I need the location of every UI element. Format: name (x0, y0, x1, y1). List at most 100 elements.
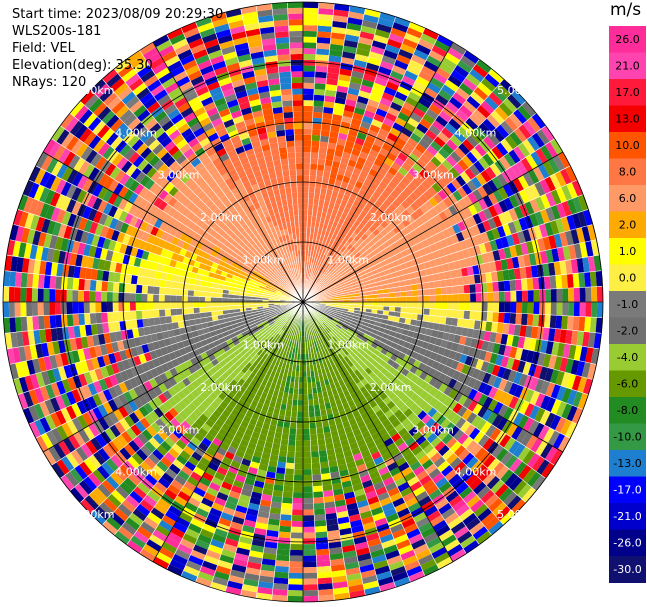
velocity-gate (141, 293, 148, 302)
velocity-gate (348, 81, 362, 91)
velocity-gate (112, 282, 120, 293)
velocity-gate (165, 280, 172, 289)
velocity-gate (459, 104, 473, 118)
velocity-gate (322, 286, 328, 291)
velocity-gate (445, 317, 453, 326)
velocity-gate (37, 274, 45, 289)
ray-separator (302, 285, 603, 303)
velocity-gate (393, 16, 411, 28)
velocity-gate (491, 227, 501, 240)
velocity-gate (498, 280, 505, 292)
velocity-gate (130, 319, 138, 330)
velocity-gate (527, 471, 542, 488)
velocity-gate (526, 277, 534, 291)
velocity-gate (438, 210, 448, 222)
velocity-gate (358, 349, 366, 357)
velocity-gate (464, 257, 473, 268)
velocity-gate (312, 282, 317, 288)
velocity-gate (101, 302, 108, 313)
velocity-gate (477, 156, 490, 170)
velocity-gate (338, 318, 346, 323)
velocity-gate (423, 220, 433, 230)
velocity-gate (466, 179, 478, 193)
velocity-gate (498, 343, 507, 356)
velocity-gate (340, 56, 355, 65)
velocity-gate (101, 312, 108, 324)
velocity-gate (313, 198, 320, 206)
velocity-gate (489, 239, 499, 252)
velocity-gate (324, 194, 332, 202)
velocity-gate (383, 306, 390, 312)
velocity-gate (371, 236, 380, 244)
velocity-gate (199, 291, 206, 297)
velocity-gate (366, 154, 377, 164)
velocity-gate (320, 129, 331, 137)
velocity-gate (491, 364, 501, 377)
velocity-gate (393, 281, 400, 288)
velocity-gate (493, 302, 500, 313)
velocity-gate (378, 181, 388, 190)
velocity-gate (562, 245, 571, 261)
ray-separator (302, 301, 584, 410)
velocity-gate (551, 248, 560, 263)
velocity-gate (566, 214, 577, 231)
velocity-gate (377, 289, 384, 295)
velocity-gate (341, 312, 348, 317)
velocity-gate (3, 286, 10, 302)
velocity-gate (392, 276, 399, 283)
velocity-gate (449, 151, 462, 164)
velocity-gate (66, 302, 73, 315)
velocity-gate (310, 146, 320, 153)
velocity-gate (363, 254, 371, 262)
velocity-gate (487, 374, 497, 387)
velocity-gate (327, 142, 337, 150)
velocity-gate (469, 357, 479, 369)
velocity-gate (356, 244, 364, 252)
velocity-gate (355, 48, 371, 57)
velocity-gate (532, 422, 545, 438)
velocity-gate (327, 315, 334, 320)
velocity-gate (524, 201, 535, 216)
velocity-gate (8, 302, 15, 318)
velocity-gate (331, 26, 347, 35)
velocity-gate (444, 79, 459, 92)
velocity-gate (538, 223, 549, 238)
velocity-gate (350, 231, 358, 240)
velocity-gate (329, 312, 336, 317)
velocity-gate (314, 284, 320, 290)
velocity-gate (522, 361, 532, 376)
velocity-gate (455, 87, 471, 101)
velocity-gate (439, 316, 447, 325)
velocity-gate (343, 234, 351, 242)
velocity-gate (520, 348, 529, 362)
velocity-gate (351, 318, 358, 323)
velocity-gate (456, 60, 473, 74)
velocity-gate (511, 163, 523, 178)
velocity-gate (498, 378, 508, 392)
velocity-gate (84, 279, 91, 291)
velocity-gate (60, 302, 67, 315)
velocity-gate (386, 319, 394, 326)
velocity-gate (303, 382, 308, 389)
velocity-gate (319, 193, 326, 201)
velocity-gate (359, 308, 367, 312)
velocity-gate (441, 185, 453, 197)
velocity-gate (14, 302, 21, 318)
velocity-gate (506, 334, 514, 347)
velocity-gate (383, 157, 395, 167)
ray-separator (302, 301, 589, 395)
velocity-gate (375, 232, 384, 241)
velocity-gate (318, 308, 325, 312)
velocity-gate (522, 449, 536, 465)
velocity-gate (465, 151, 478, 165)
velocity-gate (561, 200, 572, 217)
velocity-gate (578, 316, 586, 332)
velocity-gate (581, 361, 591, 379)
velocity-gate (394, 264, 402, 272)
velocity-gate (323, 262, 329, 269)
velocity-gate (308, 274, 312, 281)
velocity-gate (343, 265, 350, 272)
velocity-gate (49, 288, 56, 302)
velocity-gate (556, 342, 566, 358)
velocity-gate (310, 289, 316, 294)
